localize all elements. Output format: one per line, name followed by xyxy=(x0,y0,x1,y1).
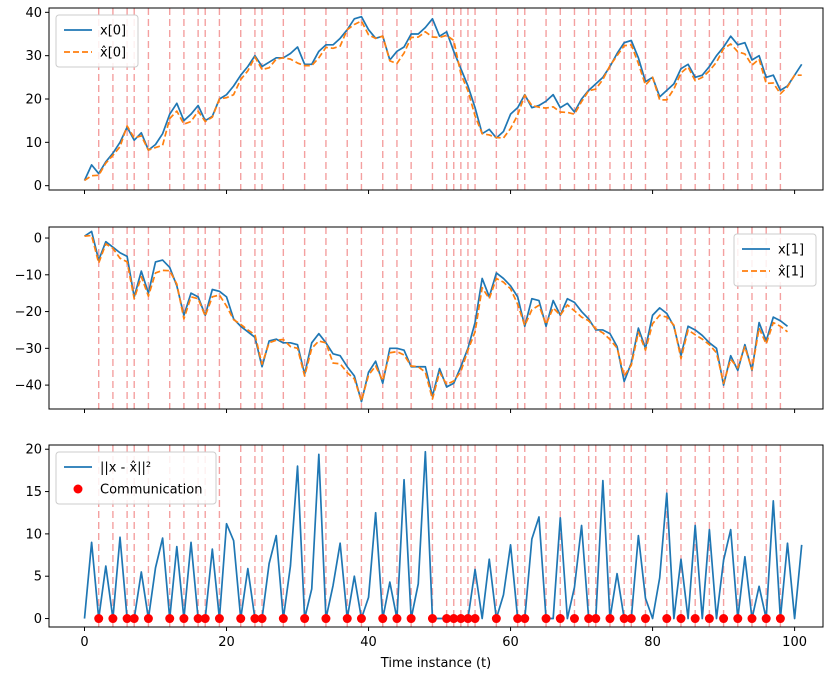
communication-marker xyxy=(427,614,437,624)
x-tick-label: 100 xyxy=(782,635,807,650)
communication-marker xyxy=(520,614,530,624)
legend-entry: ||x - x̂||² xyxy=(100,461,151,476)
series-line-1 xyxy=(83,15,803,181)
communication-marker xyxy=(449,614,459,624)
y-tick-label: 20 xyxy=(25,443,42,458)
communication-marker xyxy=(733,614,743,624)
communication-marker xyxy=(456,614,466,624)
series-line-2 xyxy=(84,234,789,402)
y-tick-label: 40 xyxy=(25,6,42,21)
legend-box xyxy=(55,451,217,505)
y-tick-label: −20 xyxy=(15,305,42,320)
subplot-2: 0 −10 −20 −30 −40 x[1] x̂[1] xyxy=(15,226,824,413)
communication-marker xyxy=(491,614,501,624)
communication-marker xyxy=(605,614,615,624)
series-line-1 xyxy=(84,230,789,403)
communication-marker xyxy=(775,614,785,624)
communication-marker xyxy=(719,614,729,624)
communication-marker xyxy=(690,614,700,624)
communication-marker xyxy=(442,614,452,624)
communication-marker xyxy=(555,614,565,624)
y-tick-label: 10 xyxy=(25,527,42,542)
communication-marker xyxy=(513,614,523,624)
communication-marker xyxy=(470,614,480,624)
communication-marker xyxy=(122,614,132,624)
x-axis-label: Time instance (t) xyxy=(380,656,491,671)
legend-box xyxy=(733,233,817,287)
x-tick-label: 20 xyxy=(218,635,235,650)
legend-entry: Communication xyxy=(100,483,202,498)
communication-marker xyxy=(143,614,153,624)
legend-entry: x[1] xyxy=(778,243,804,258)
x-tick-label: 40 xyxy=(360,635,377,650)
communication-marker xyxy=(129,614,139,624)
communication-marker xyxy=(662,614,672,624)
communication-marker xyxy=(321,614,331,624)
x-tick-label: 80 xyxy=(644,635,661,650)
communication-marker xyxy=(278,614,288,624)
communication-marker xyxy=(250,614,260,624)
communication-marker xyxy=(640,614,650,624)
communication-marker xyxy=(541,614,551,624)
y-tick-label: 0 xyxy=(34,612,42,627)
communication-marker xyxy=(761,614,771,624)
y-tick-label: 15 xyxy=(25,485,42,500)
legend: x[1] x̂[1] xyxy=(733,233,817,287)
communication-marker xyxy=(356,614,366,624)
axes-frame xyxy=(48,444,824,628)
x-tick-label: 0 xyxy=(80,635,88,650)
subplot-1: 0 10 20 30 40 x[0] x̂[0] xyxy=(25,6,824,194)
legend-entry: x̂[0] xyxy=(100,46,126,61)
communication-marker xyxy=(406,614,416,624)
communication-marker xyxy=(179,614,189,624)
communication-marker xyxy=(257,614,267,624)
communication-marker xyxy=(392,614,402,624)
communication-marker xyxy=(94,614,104,624)
communication-marker xyxy=(200,614,210,624)
y-tick-label: 30 xyxy=(25,49,42,64)
communication-marker xyxy=(747,614,757,624)
subplot-3: 0 5 10 15 20 0 20 40 60 80 100 Time instance (t) ||x… xyxy=(25,443,824,671)
legend-box xyxy=(55,14,139,68)
legend: x[0] x̂[0] xyxy=(55,14,139,68)
y-tick-label: 10 xyxy=(25,136,42,151)
legend-entry: x̂[1] xyxy=(778,265,804,280)
communication-marker xyxy=(619,614,629,624)
communication-marker xyxy=(584,614,594,624)
communication-marker xyxy=(378,614,388,624)
communication-marker xyxy=(626,614,636,624)
communication-marker xyxy=(591,614,601,624)
x-tick-label: 60 xyxy=(502,635,519,650)
axes-frame xyxy=(48,226,824,410)
y-tick-label: 0 xyxy=(34,232,42,247)
communication-marker xyxy=(236,614,246,624)
y-tick-label: 20 xyxy=(25,93,42,108)
y-tick-label: −30 xyxy=(15,342,42,357)
y-tick-label: 5 xyxy=(34,570,42,585)
communication-marker xyxy=(463,614,473,624)
communication-marker xyxy=(569,614,579,624)
series-line-2 xyxy=(84,20,802,182)
legend-marker xyxy=(73,484,83,494)
communication-marker xyxy=(108,614,118,624)
communication-marker xyxy=(193,614,203,624)
y-tick-label: −10 xyxy=(15,268,42,283)
communication-marker xyxy=(214,614,224,624)
subplots: 0 10 20 30 40 x[0] x̂[0] 0 −10 −20 −30 −40 x[1] x̂[1]… xyxy=(15,6,824,671)
y-tick-label: −40 xyxy=(15,379,42,394)
legend: ||x - x̂||² Communication xyxy=(55,451,217,505)
communication-marker xyxy=(300,614,310,624)
communication-marker xyxy=(704,614,714,624)
y-tick-label: 0 xyxy=(34,179,42,194)
communication-marker xyxy=(165,614,175,624)
legend-entry: x[0] xyxy=(100,24,126,39)
communication-marker xyxy=(342,614,352,624)
communication-marker xyxy=(676,614,686,624)
